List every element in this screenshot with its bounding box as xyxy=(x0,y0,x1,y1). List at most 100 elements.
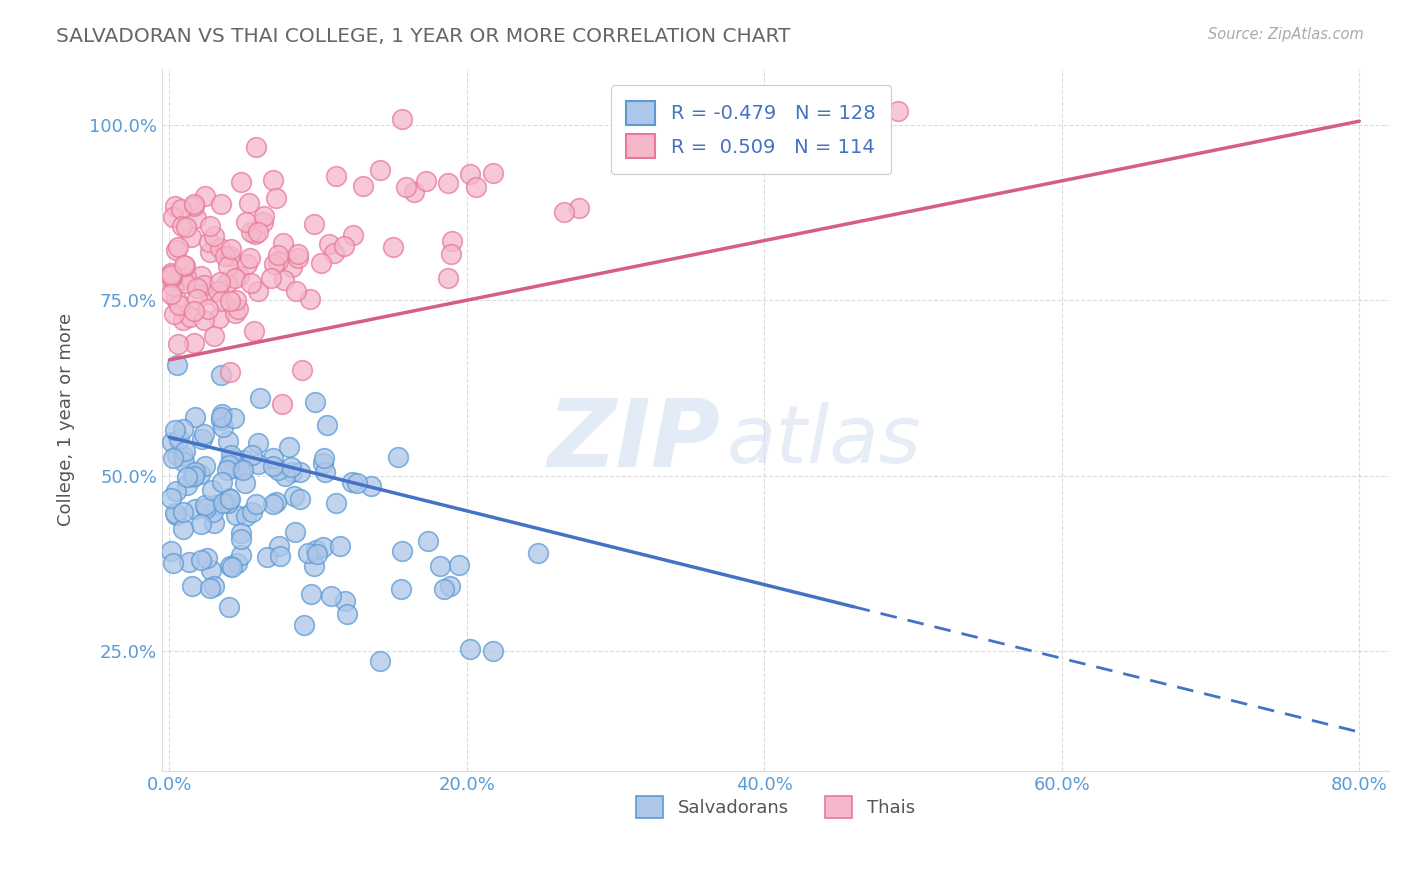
Point xyxy=(176,478,198,492)
Point xyxy=(437,271,460,285)
Text: ZIP: ZIP xyxy=(547,394,720,487)
Point xyxy=(180,579,202,593)
Point xyxy=(193,313,215,327)
Point xyxy=(221,452,243,467)
Point xyxy=(415,174,437,188)
Point xyxy=(389,582,412,596)
Point xyxy=(167,240,190,254)
Point xyxy=(219,559,242,574)
Point xyxy=(160,268,183,282)
Point xyxy=(231,526,253,541)
Point xyxy=(209,410,232,425)
Point xyxy=(190,516,212,531)
Legend: Salvadorans, Thais: Salvadorans, Thais xyxy=(628,789,922,825)
Point xyxy=(267,254,290,268)
Point xyxy=(197,301,219,316)
Point xyxy=(281,466,304,480)
Point xyxy=(177,555,200,569)
Point xyxy=(458,167,481,181)
Point xyxy=(245,140,267,154)
Point xyxy=(437,177,460,191)
Point xyxy=(208,311,231,326)
Point xyxy=(160,269,183,284)
Point xyxy=(173,260,195,274)
Point xyxy=(240,506,263,520)
Point xyxy=(239,251,262,265)
Point xyxy=(382,240,405,254)
Point xyxy=(183,465,205,479)
Point xyxy=(305,547,328,561)
Point xyxy=(360,479,382,493)
Point xyxy=(162,279,184,293)
Point xyxy=(198,219,221,233)
Point xyxy=(224,460,246,475)
Point xyxy=(465,179,488,194)
Point xyxy=(162,556,184,570)
Point xyxy=(267,463,290,477)
Point xyxy=(280,459,302,474)
Point xyxy=(165,244,187,258)
Point xyxy=(217,259,239,273)
Point xyxy=(395,180,418,194)
Point xyxy=(190,268,212,283)
Point xyxy=(165,293,187,307)
Point xyxy=(440,247,463,261)
Point xyxy=(273,469,295,483)
Point xyxy=(193,278,215,293)
Point xyxy=(207,285,229,299)
Point xyxy=(264,191,287,205)
Point xyxy=(166,448,188,462)
Point xyxy=(387,450,409,464)
Point xyxy=(191,432,214,446)
Point xyxy=(299,587,322,601)
Point xyxy=(429,558,451,573)
Point xyxy=(172,422,194,436)
Point xyxy=(287,246,309,260)
Point xyxy=(162,451,184,466)
Point xyxy=(173,444,195,458)
Point xyxy=(280,260,302,274)
Point xyxy=(449,558,471,573)
Point xyxy=(246,284,269,298)
Point xyxy=(176,470,198,484)
Point xyxy=(277,440,299,454)
Point xyxy=(568,201,591,215)
Point xyxy=(219,294,242,309)
Point xyxy=(162,210,184,224)
Point xyxy=(342,227,364,242)
Point xyxy=(233,453,256,467)
Point xyxy=(292,618,315,632)
Point xyxy=(256,550,278,565)
Point xyxy=(309,256,332,270)
Point xyxy=(219,243,242,257)
Point xyxy=(176,270,198,285)
Point xyxy=(221,560,243,574)
Point xyxy=(211,407,233,421)
Point xyxy=(172,522,194,536)
Point xyxy=(165,508,187,522)
Point xyxy=(264,494,287,508)
Text: atlas: atlas xyxy=(727,401,921,480)
Point xyxy=(245,227,267,241)
Point xyxy=(322,245,344,260)
Point xyxy=(167,298,190,312)
Point xyxy=(200,563,222,577)
Point xyxy=(229,533,252,547)
Point xyxy=(212,420,235,434)
Point xyxy=(184,410,207,425)
Point xyxy=(291,363,314,377)
Point xyxy=(252,215,274,229)
Point xyxy=(352,178,374,193)
Point xyxy=(315,418,337,433)
Point xyxy=(458,642,481,657)
Point xyxy=(194,499,217,513)
Point xyxy=(193,427,215,442)
Point xyxy=(527,546,550,560)
Point xyxy=(553,204,575,219)
Point xyxy=(325,169,347,183)
Point xyxy=(160,270,183,285)
Point xyxy=(209,196,232,211)
Point xyxy=(209,413,232,427)
Point xyxy=(229,461,252,475)
Point xyxy=(391,543,413,558)
